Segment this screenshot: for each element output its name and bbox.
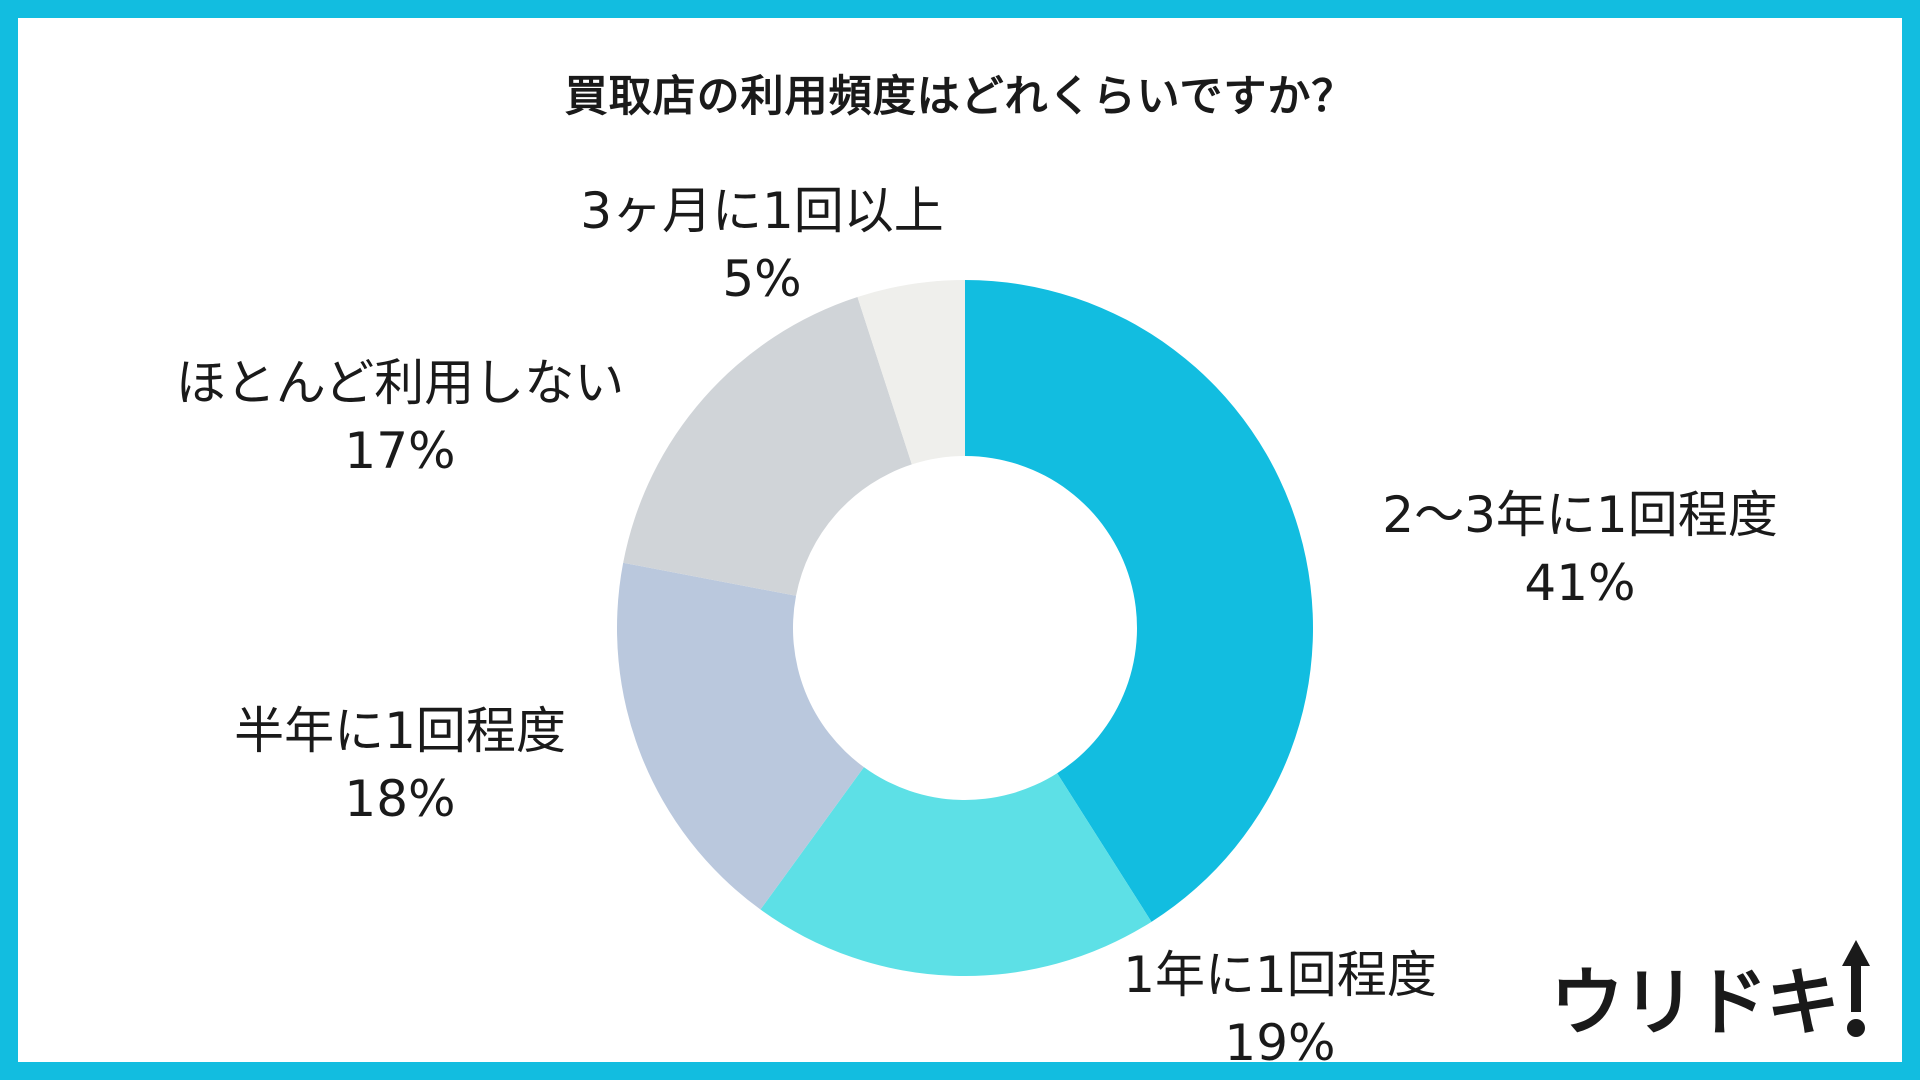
donut-slice xyxy=(617,562,864,910)
slice-value-label: 41% xyxy=(1524,554,1635,612)
slice-value-label: 19% xyxy=(1224,1014,1335,1072)
slice-labels: 2〜3年に1回程度 41% 1年に1回程度 19% 半年に1回程度 18% ほとんど利用しな… xyxy=(176,182,1778,1072)
slice-label: 半年に1回程度 xyxy=(234,702,566,760)
donut-slice xyxy=(760,767,1152,976)
slice-label: ほとんど利用しない xyxy=(176,354,625,412)
logo-text: ウリドキ xyxy=(1550,960,1840,1046)
slice-label: 3ヶ月に1回以上 xyxy=(580,182,944,240)
slice-label: 1年に1回程度 xyxy=(1123,946,1437,1004)
slice-value-label: 17% xyxy=(344,422,455,480)
slice-value-label: 18% xyxy=(344,770,455,828)
donut-slice xyxy=(857,280,965,465)
uridoki-logo: ウリドキ xyxy=(1550,940,1870,1040)
donut-slices xyxy=(617,280,1314,976)
up-arrow-icon xyxy=(1842,940,1870,1037)
donut-slice xyxy=(965,280,1314,922)
slice-value-label: 5% xyxy=(722,250,801,308)
slice-label: 2〜3年に1回程度 xyxy=(1382,486,1777,544)
donut-slice xyxy=(623,297,912,596)
chart-title: 買取店の利用頻度はどれくらいですか？ xyxy=(564,72,1356,122)
